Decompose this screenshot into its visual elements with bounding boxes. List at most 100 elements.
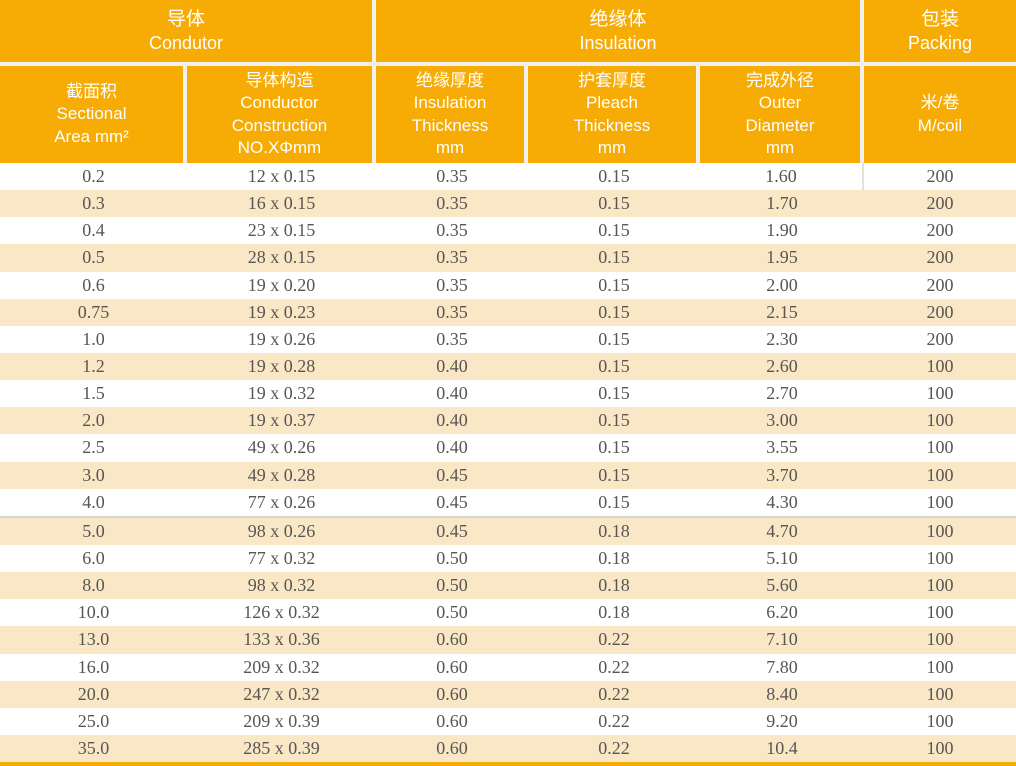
col-header-pleach-thickness: 护套厚度 Pleach Thickness mm (528, 66, 696, 163)
table-row: 1.5 19 x 0.32 0.40 0.15 2.70 100 (0, 380, 1016, 408)
table-cell: 0.60 (436, 683, 468, 704)
table-cell: 19 x 0.28 (247, 356, 316, 377)
table-cell: 0.35 (436, 166, 468, 187)
table-cell: 0.40 (436, 356, 468, 377)
table-cell: 209 x 0.32 (243, 656, 320, 677)
table-cell: 0.22 (598, 738, 630, 759)
table-cell: 0.18 (598, 602, 630, 623)
table-cell: 0.50 (436, 602, 468, 623)
table-bottom-border (0, 762, 1016, 766)
table-cell: 0.15 (598, 274, 630, 295)
table-cell: 0.2 (82, 166, 105, 187)
table-cell: 209 x 0.39 (243, 710, 320, 731)
table-cell: 4.30 (766, 491, 798, 512)
table-cell: 8.40 (766, 683, 798, 704)
table-cell: 5.0 (82, 520, 105, 541)
table-cell: 2.15 (766, 301, 798, 322)
table-cell: 98 x 0.32 (247, 575, 316, 596)
table-row: 3.0 49 x 0.28 0.45 0.15 3.70 100 (0, 461, 1016, 489)
table-cell: 0.35 (436, 328, 468, 349)
table-cell: 0.15 (598, 464, 630, 485)
table-row: 13.0 133 x 0.36 0.60 0.22 7.10 100 (0, 626, 1016, 654)
table-cell: 0.3 (82, 193, 105, 214)
col-header-insulation-thickness: 绝缘厚度 Insulation Thickness mm (376, 66, 524, 163)
table-cell: 12 x 0.15 (247, 166, 316, 187)
table-row: 5.0 98 x 0.26 0.45 0.18 4.70 100 (0, 515, 1016, 545)
table-cell: 5.60 (766, 575, 798, 596)
col-header-m-per-coil: 米/卷 M/coil (864, 66, 1016, 163)
table-row: 8.0 98 x 0.32 0.50 0.18 5.60 100 (0, 572, 1016, 600)
table-cell: 1.90 (766, 220, 798, 241)
table-cell: 3.00 (766, 410, 798, 431)
table-cell: 0.75 (77, 301, 110, 322)
table-cell: 0.35 (436, 193, 468, 214)
table-row: 0.5 28 x 0.15 0.35 0.15 1.95 200 (0, 244, 1016, 272)
table-cell: 19 x 0.26 (247, 328, 316, 349)
group-header-row: 导体 Condutor 绝缘体 Insulation 包装 Packing (0, 0, 1016, 62)
col-header-conductor-construction: 导体构造 Conductor Construction NO.XΦmm (187, 66, 372, 163)
table-cell: 3.55 (766, 437, 798, 458)
group-header-conductor: 导体 Condutor (0, 0, 372, 62)
table-cell: 200 (926, 220, 954, 241)
table-cell: 0.18 (598, 548, 630, 569)
table-cell: 100 (926, 548, 954, 569)
group-header-conductor-zh: 导体 (166, 9, 205, 31)
table-row: 4.0 77 x 0.26 0.45 0.15 4.30 100 (0, 488, 1016, 516)
table-row: 20.0 247 x 0.32 0.60 0.22 8.40 100 (0, 680, 1016, 708)
table-row: 6.0 77 x 0.32 0.50 0.18 5.10 100 (0, 544, 1016, 573)
table-cell: 0.50 (436, 548, 468, 569)
table-cell: 133 x 0.36 (243, 629, 320, 650)
table-row: 2.0 19 x 0.37 0.40 0.15 3.00 100 (0, 407, 1016, 435)
table-cell: 7.80 (766, 656, 798, 677)
table-cell: 10.0 (77, 602, 110, 623)
table-cell: 285 x 0.39 (243, 738, 320, 759)
table-cell: 2.60 (766, 356, 798, 377)
table-cell: 0.18 (598, 520, 630, 541)
table-cell: 7.10 (766, 629, 798, 650)
table-cell: 0.15 (598, 383, 630, 404)
col-header-outer-diameter: 完成外径 Outer Diameter mm (700, 66, 860, 163)
table-cell: 0.35 (436, 274, 468, 295)
table-cell: 0.35 (436, 247, 468, 268)
table-cell: 0.15 (598, 301, 630, 322)
table-cell: 100 (926, 491, 954, 512)
table-cell: 0.40 (436, 410, 468, 431)
table-cell: 19 x 0.20 (247, 274, 316, 295)
table-cell: 1.60 (700, 163, 864, 191)
table-cell: 16 x 0.15 (247, 193, 316, 214)
table-cell: 4.70 (766, 520, 798, 541)
table-cell: 200 (926, 193, 954, 214)
table-cell: 0.15 (598, 437, 630, 458)
table-cell: 3.0 (82, 464, 105, 485)
table-cell: 100 (926, 683, 954, 704)
table-cell: 49 x 0.28 (247, 464, 316, 485)
table-cell: 0.50 (436, 575, 468, 596)
table-cell: 247 x 0.32 (243, 683, 320, 704)
table-row: 10.0 126 x 0.32 0.50 0.18 6.20 100 (0, 599, 1016, 627)
table-cell: 0.15 (598, 328, 630, 349)
table-cell: 19 x 0.32 (247, 383, 316, 404)
table-cell: 2.00 (766, 274, 798, 295)
table-cell: 100 (926, 656, 954, 677)
table-cell: 28 x 0.15 (247, 247, 316, 268)
table-cell: 0.22 (598, 683, 630, 704)
table-cell: 100 (926, 464, 954, 485)
table-cell: 0.22 (598, 710, 630, 731)
table-cell: 100 (926, 437, 954, 458)
table-cell: 2.30 (766, 328, 798, 349)
table-cell: 20.0 (77, 683, 110, 704)
table-cell: 77 x 0.32 (247, 548, 316, 569)
table-row: 1.0 19 x 0.26 0.35 0.15 2.30 200 (0, 325, 1016, 353)
table-cell: 1.95 (766, 247, 798, 268)
table-cell: 0.45 (436, 464, 468, 485)
table-row: 2.5 49 x 0.26 0.40 0.15 3.55 100 (0, 434, 1016, 462)
table-cell: 0.60 (436, 656, 468, 677)
table-cell: 100 (926, 738, 954, 759)
group-header-packing: 包装 Packing (864, 0, 1016, 62)
table-cell: 0.15 (598, 166, 630, 187)
table-cell: 100 (926, 575, 954, 596)
table-cell: 1.5 (82, 383, 105, 404)
table-cell: 0.35 (436, 220, 468, 241)
table-cell: 9.20 (766, 710, 798, 731)
